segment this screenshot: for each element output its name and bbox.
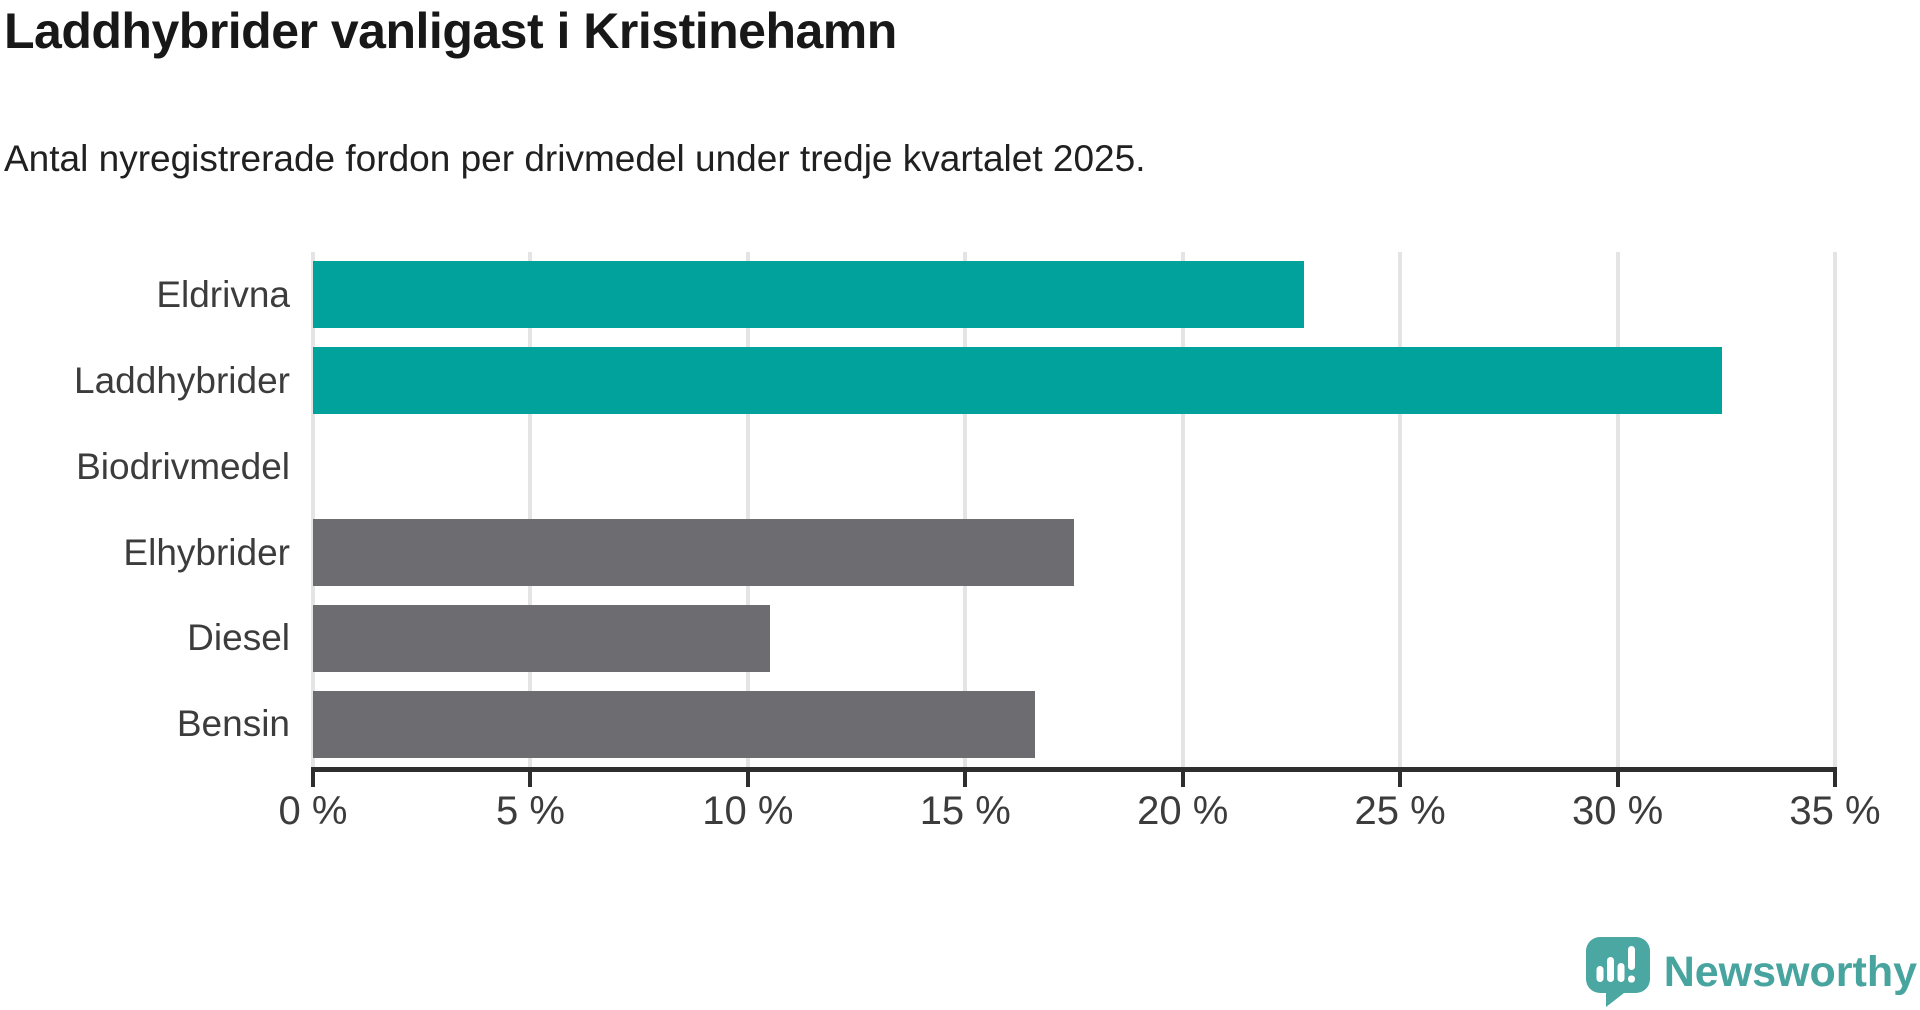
gridline-35 (1833, 252, 1837, 767)
gridline-15 (963, 252, 968, 767)
gridline-30 (1615, 252, 1620, 767)
bar-eldrivna (313, 261, 1305, 329)
x-axis-tick-label-30: 30 % (1571, 789, 1664, 833)
category-label-biodrivmedel: Biodrivmedel (76, 445, 290, 487)
category-label-bensin: Bensin (176, 703, 290, 745)
x-axis-tick-label-10: 10 % (702, 789, 794, 833)
newsworthy-logo-text: Newsworthy (1663, 947, 1917, 996)
gridline-5 (528, 252, 533, 767)
gridline-25 (1398, 252, 1403, 767)
x-axis-tick-20 (1180, 772, 1185, 787)
bar-bensin (313, 690, 1035, 758)
category-label-laddhybrider: Laddhybrider (74, 359, 290, 401)
x-axis-tick-5 (528, 772, 533, 787)
chart-subtitle: Antal nyregistrerade fordon per drivmede… (4, 138, 1146, 179)
x-axis-tick-label-20: 20 % (1137, 789, 1229, 833)
bar-elhybrider (313, 518, 1074, 586)
x-axis-tick-10 (745, 772, 750, 787)
category-label-elhybrider: Elhybrider (123, 531, 290, 573)
x-axis-tick-label-25: 25 % (1354, 789, 1446, 833)
chart-title: Laddhybrider vanligast i Kristinehamn (4, 3, 897, 59)
newsworthy-logo: Newsworthy (1585, 937, 1917, 1007)
gridline-0 (311, 252, 315, 767)
x-axis-tick-15 (963, 772, 968, 787)
gridline-20 (1180, 252, 1185, 767)
newsworthy-logo-icon (1585, 937, 1650, 1007)
x-axis-tick-35 (1833, 772, 1837, 787)
plot-area (311, 252, 1837, 767)
x-axis-tick-30 (1615, 772, 1620, 787)
category-label-diesel: Diesel (187, 617, 290, 659)
bar-laddhybrider (313, 347, 1722, 415)
x-axis-tick-label-35: 35 % (1789, 789, 1881, 833)
x-axis-tick-25 (1398, 772, 1403, 787)
x-axis-tick-0 (311, 772, 315, 787)
x-axis-tick-label-15: 15 % (919, 789, 1011, 833)
x-axis-line (311, 767, 1837, 772)
x-axis-tick-label-0: 0 % (278, 789, 348, 833)
category-label-eldrivna: Eldrivna (156, 274, 290, 315)
x-axis-tick-label-5: 5 % (495, 789, 565, 833)
bar-diesel (313, 604, 770, 672)
gridline-10 (745, 252, 750, 767)
